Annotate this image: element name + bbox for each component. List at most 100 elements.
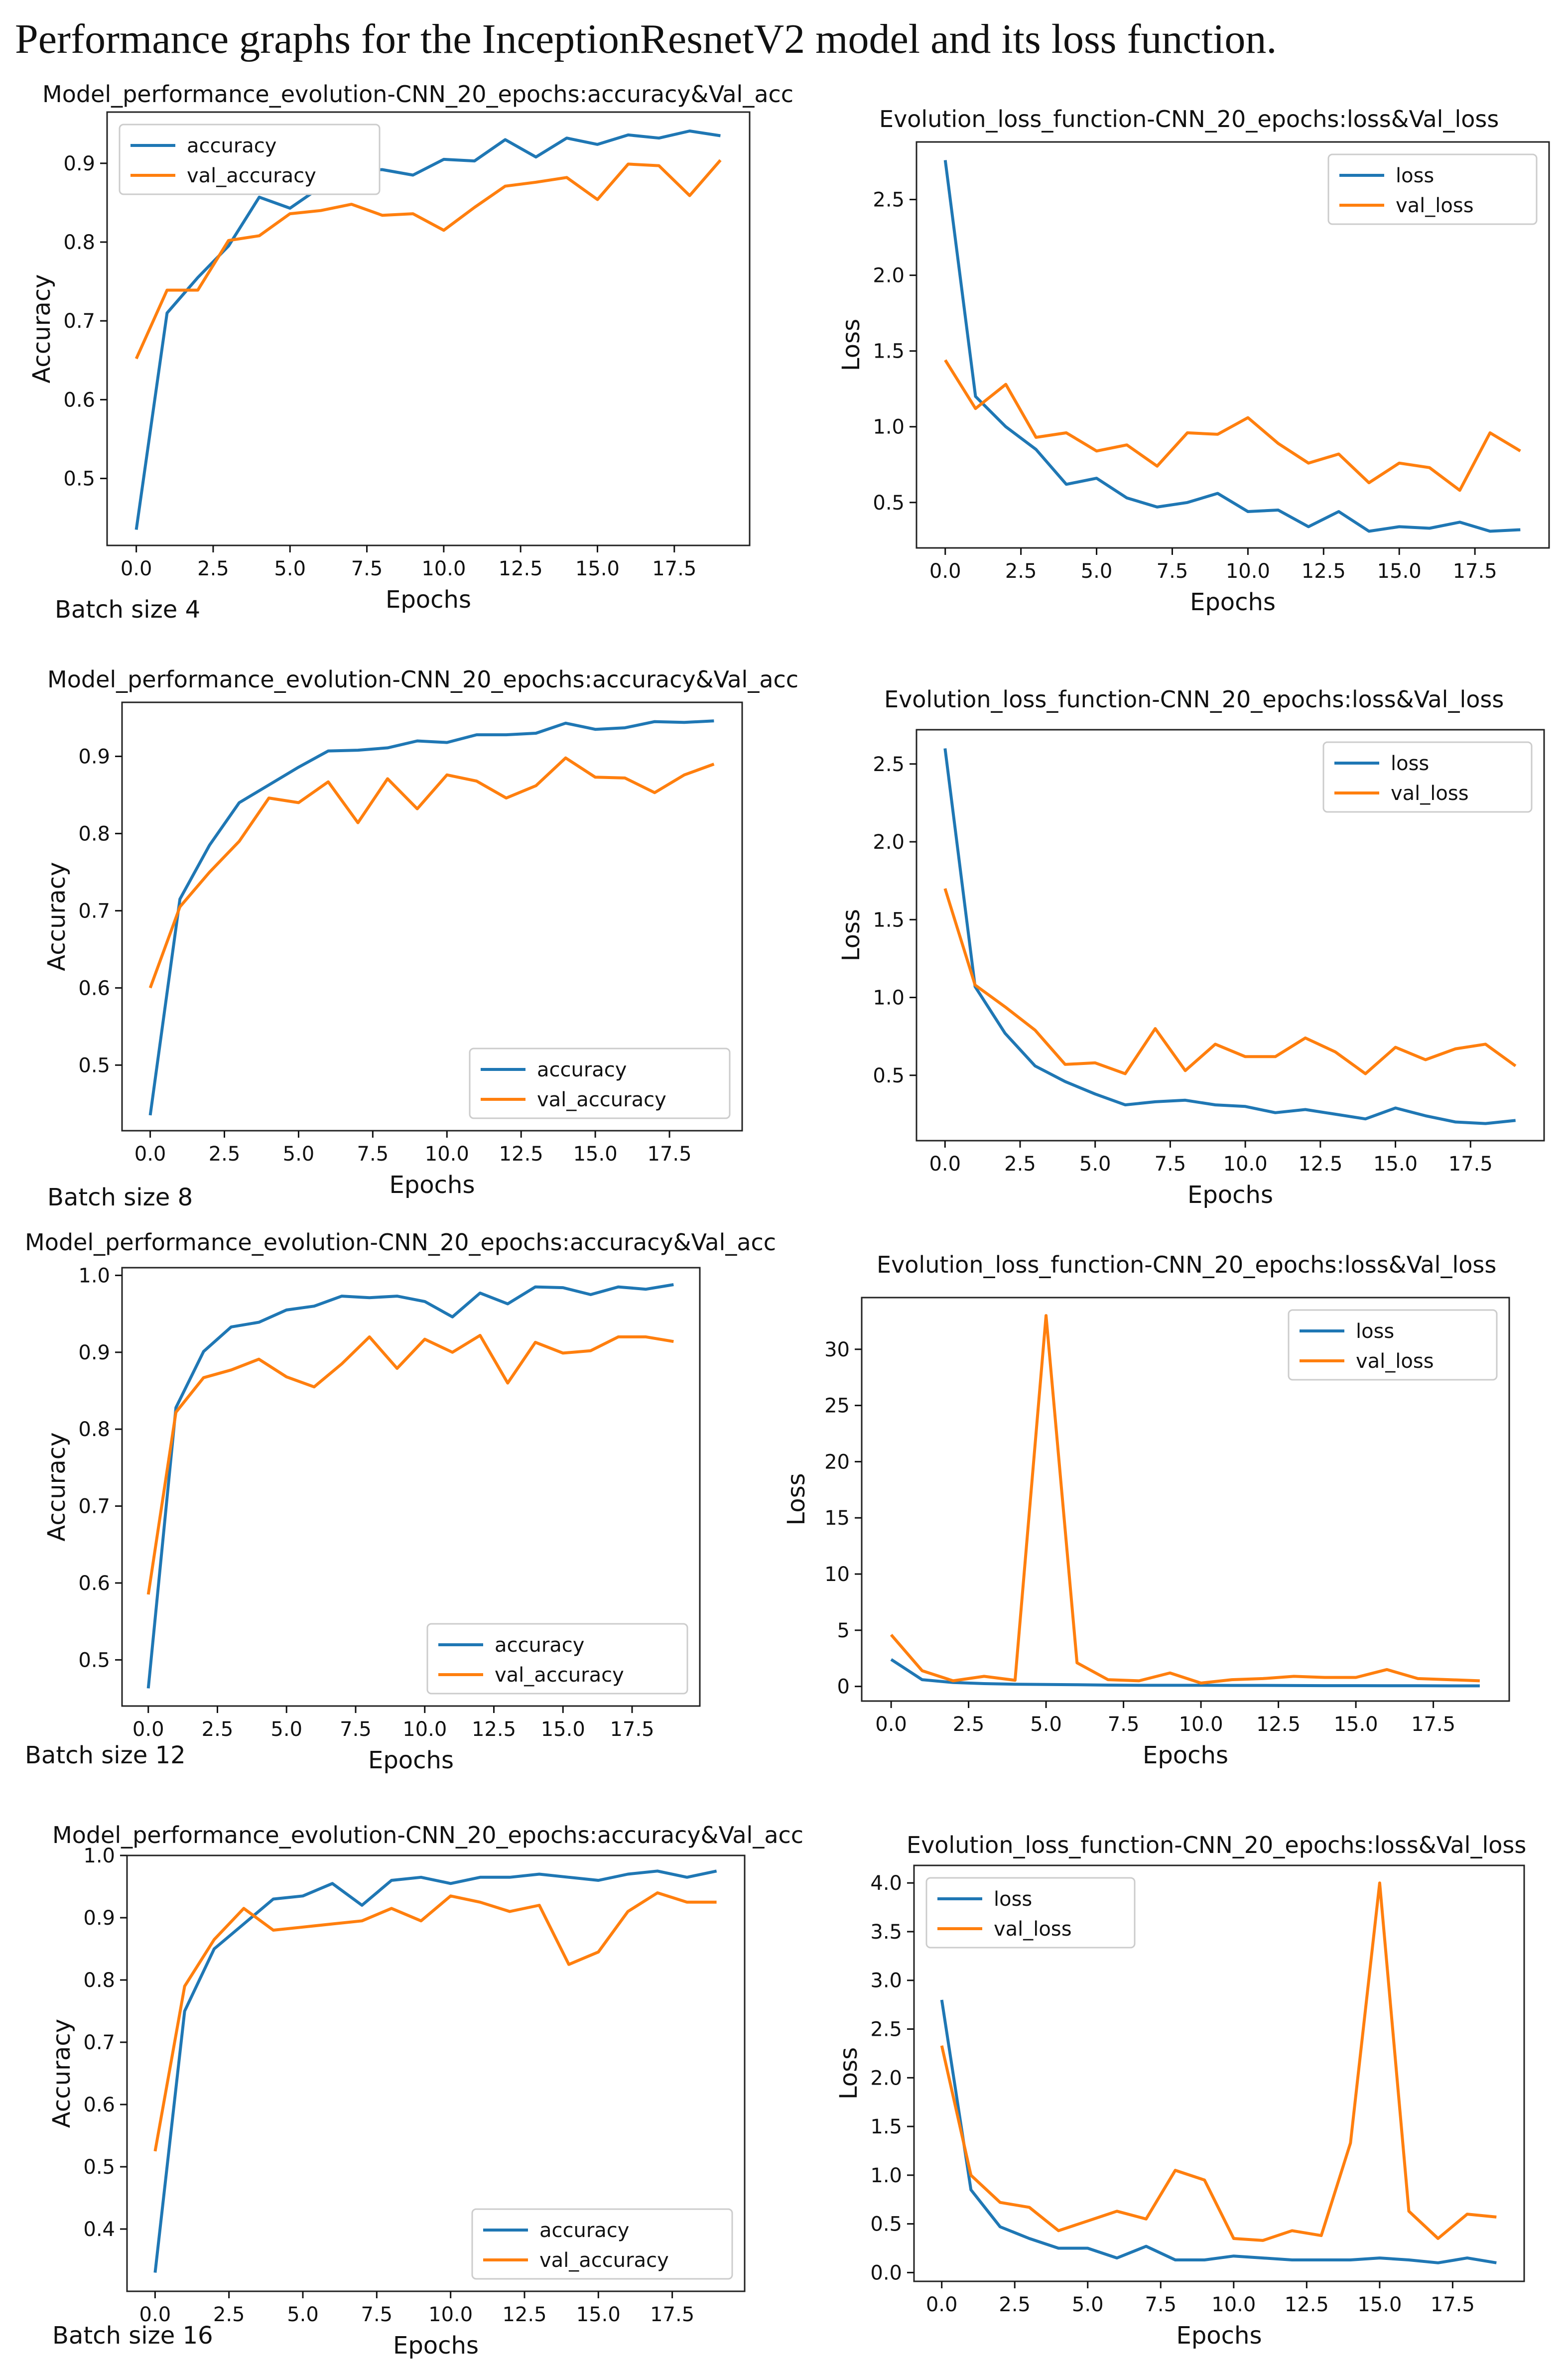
y-axis-label: Accuracy — [28, 274, 56, 383]
plot-frame — [121, 1267, 701, 1707]
x-tick-label: 5.0 — [283, 1143, 315, 1166]
series-line-val_accuracy — [134, 159, 722, 360]
x-tick-label: 10.0 — [402, 1718, 447, 1741]
legend: loss val_loss — [1327, 153, 1538, 225]
x-tick-label: 0.0 — [929, 1153, 961, 1176]
y-tick-label: 15 — [824, 1507, 850, 1530]
legend: accuracy val_accuracy — [426, 1623, 688, 1695]
x-tick-label: 15.0 — [1357, 2293, 1402, 2316]
y-tick-label: 0.9 — [78, 1341, 110, 1364]
x-tick-label: 2.5 — [953, 1713, 985, 1736]
y-tick-label: 1.0 — [873, 416, 905, 439]
y-tick-label: 0.5 — [83, 2156, 115, 2179]
y-tick-label: 0.6 — [78, 977, 110, 1000]
y-tick-label: 0.7 — [63, 310, 95, 333]
x-tick-label: 10.0 — [428, 2303, 473, 2326]
legend: accuracy val_accuracy — [119, 124, 381, 195]
y-tick-label: 0.6 — [63, 389, 95, 411]
x-tick-label: 5.0 — [1030, 1713, 1062, 1736]
figure-heading: Performance graphs for the InceptionResn… — [15, 16, 1277, 62]
x-tick-label: 0.0 — [875, 1713, 907, 1736]
x-tick-label: 0.0 — [121, 557, 152, 580]
x-tick-label: 17.5 — [648, 1143, 692, 1166]
legend-label-val_loss: val_loss — [1356, 1350, 1434, 1373]
y-tick-label: 1.5 — [873, 909, 905, 931]
y-axis-label: Accuracy — [48, 2019, 76, 2128]
y-tick-label: 0.5 — [873, 1064, 905, 1087]
x-tick-label: 17.5 — [652, 557, 696, 580]
x-tick-label: 10.0 — [1226, 560, 1270, 583]
x-tick-label: 7.5 — [1155, 1153, 1186, 1176]
legend: loss val_loss — [1322, 741, 1533, 813]
y-tick-label: 2.0 — [870, 2067, 902, 2090]
x-tick-label: 12.5 — [472, 1718, 516, 1741]
y-tick-label: 1.0 — [78, 1264, 110, 1287]
chart-loss-bs4: Evolution_loss_function-CNN_20_epochs:lo… — [837, 106, 1550, 616]
y-tick-label: 2.0 — [873, 831, 905, 854]
x-axis-label: Epochs — [1187, 1181, 1273, 1209]
x-tick-label: 7.5 — [357, 1143, 389, 1166]
y-tick-label: 0.5 — [78, 1649, 110, 1672]
y-tick-label: 20 — [824, 1450, 850, 1473]
series-line-val_loss — [940, 1881, 1497, 2242]
x-tick-label: 17.5 — [610, 1718, 654, 1741]
plot-frame — [861, 1297, 1510, 1702]
plot-frame — [915, 729, 1545, 1142]
y-tick-label: 0 — [837, 1676, 850, 1699]
y-tick-label: 10 — [824, 1563, 850, 1586]
y-tick-label: 0.8 — [78, 822, 110, 845]
x-tick-label: 12.5 — [499, 557, 543, 580]
x-tick-label: 15.0 — [1373, 1153, 1418, 1176]
y-tick-label: 0.7 — [78, 1495, 110, 1518]
chart-title: Model_performance_evolution-CNN_20_epoch… — [47, 666, 798, 693]
y-tick-label: 4.0 — [870, 1872, 902, 1895]
legend-label-val_accuracy: val_accuracy — [537, 1088, 666, 1111]
x-tick-label: 7.5 — [351, 557, 383, 580]
series-line-val_loss — [890, 1314, 1480, 1685]
legend-label-accuracy: accuracy — [539, 2219, 629, 2242]
legend-label-loss: loss — [1356, 1320, 1394, 1343]
x-axis-label: Epochs — [1143, 1741, 1228, 1769]
legend-label-accuracy: accuracy — [187, 134, 276, 157]
x-tick-label: 5.0 — [274, 557, 306, 580]
legend: loss val_loss — [925, 1877, 1136, 1949]
x-tick-label: 7.5 — [340, 1718, 372, 1741]
x-axis-label: Epochs — [393, 2332, 479, 2360]
x-tick-label: 7.5 — [1145, 2293, 1176, 2316]
x-tick-label: 12.5 — [499, 1143, 543, 1166]
chart-title: Evolution_loss_function-CNN_20_epochs:lo… — [907, 1832, 1526, 1858]
x-tick-label: 2.5 — [202, 1718, 234, 1741]
chart-acc-bs4: Model_performance_evolution-CNN_20_epoch… — [28, 81, 793, 614]
x-tick-label: 0.0 — [132, 1718, 164, 1741]
x-axis-label: Epochs — [390, 1171, 475, 1199]
legend-label-val_loss: val_loss — [994, 1918, 1072, 1941]
batch-size-label: Batch size 8 — [47, 1184, 193, 1211]
series-line-accuracy — [153, 1869, 717, 2273]
x-tick-label: 2.5 — [1005, 560, 1037, 583]
plot-frame — [915, 141, 1550, 549]
y-tick-label: 1.5 — [870, 2115, 902, 2138]
legend-label-loss: loss — [994, 1888, 1032, 1911]
series-line-loss — [940, 1999, 1497, 2264]
legend-label-accuracy: accuracy — [495, 1634, 584, 1657]
plot-frame — [126, 1854, 746, 2292]
y-tick-label: 0.9 — [63, 152, 95, 175]
y-tick-label: 2.5 — [870, 2018, 902, 2041]
x-tick-label: 12.5 — [1298, 1153, 1342, 1176]
x-tick-label: 17.5 — [1411, 1713, 1455, 1736]
x-axis-label: Epochs — [1176, 2322, 1262, 2350]
x-tick-label: 15.0 — [1334, 1713, 1378, 1736]
chart-loss-bs16: Evolution_loss_function-CNN_20_epochs:lo… — [835, 1832, 1526, 2350]
x-tick-label: 10.0 — [1211, 2293, 1256, 2316]
legend-label-val_accuracy: val_accuracy — [495, 1664, 624, 1687]
chart-acc-bs16: Model_performance_evolution-CNN_20_epoch… — [48, 1822, 803, 2360]
y-axis-label: Loss — [835, 2047, 863, 2100]
y-tick-label: 0.5 — [63, 468, 95, 491]
y-tick-label: 2.5 — [873, 189, 905, 212]
x-tick-label: 5.0 — [1081, 560, 1113, 583]
chart-title: Model_performance_evolution-CNN_20_epoch… — [25, 1229, 776, 1256]
y-tick-label: 1.0 — [873, 987, 905, 1010]
y-tick-label: 0.7 — [83, 2031, 115, 2054]
x-tick-label: 17.5 — [1431, 2293, 1475, 2316]
x-tick-label: 2.5 — [999, 2293, 1031, 2316]
